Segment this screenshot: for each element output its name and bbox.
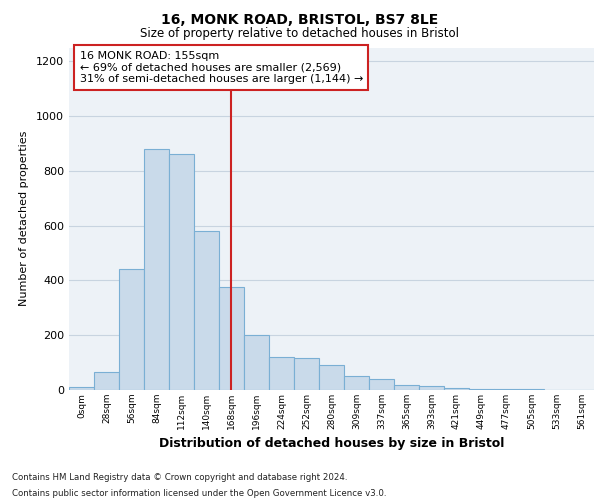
Bar — [219, 287, 244, 390]
Text: 16 MONK ROAD: 155sqm
← 69% of detached houses are smaller (2,569)
31% of semi-de: 16 MONK ROAD: 155sqm ← 69% of detached h… — [79, 51, 363, 84]
Bar — [69, 388, 94, 390]
Bar — [469, 388, 494, 390]
Bar — [494, 389, 519, 390]
Y-axis label: Number of detached properties: Number of detached properties — [19, 131, 29, 306]
Bar — [394, 384, 419, 390]
Bar — [169, 154, 194, 390]
Text: Contains public sector information licensed under the Open Government Licence v3: Contains public sector information licen… — [12, 489, 386, 498]
Text: 16, MONK ROAD, BRISTOL, BS7 8LE: 16, MONK ROAD, BRISTOL, BS7 8LE — [161, 12, 439, 26]
X-axis label: Distribution of detached houses by size in Bristol: Distribution of detached houses by size … — [159, 438, 504, 450]
Bar — [319, 366, 344, 390]
Bar — [244, 335, 269, 390]
Bar — [144, 149, 169, 390]
Bar — [419, 386, 444, 390]
Bar — [294, 358, 319, 390]
Text: Size of property relative to detached houses in Bristol: Size of property relative to detached ho… — [140, 28, 460, 40]
Bar — [194, 231, 219, 390]
Bar — [119, 270, 144, 390]
Bar — [444, 388, 469, 390]
Text: Contains HM Land Registry data © Crown copyright and database right 2024.: Contains HM Land Registry data © Crown c… — [12, 472, 347, 482]
Bar — [269, 357, 294, 390]
Bar — [344, 376, 369, 390]
Bar — [369, 379, 394, 390]
Bar — [94, 372, 119, 390]
